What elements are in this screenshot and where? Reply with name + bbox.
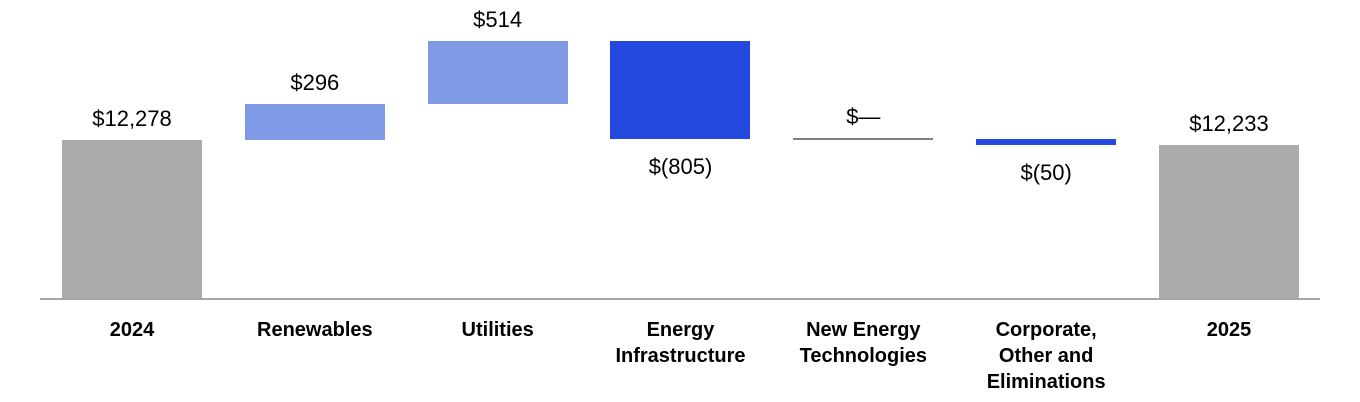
category-label-line: Utilities	[461, 319, 534, 341]
bar-2024	[62, 140, 202, 298]
category-label-line: Renewables	[257, 319, 373, 341]
bar-corporate-other-and-eliminations	[976, 139, 1116, 145]
value-label-corporate-other-and-eliminations: $(50)	[1020, 160, 1072, 185]
value-label-2024: $12,278	[92, 106, 172, 131]
category-label-2024: 2024	[41, 317, 224, 343]
value-label-energy-infrastructure: $(805)	[648, 154, 713, 179]
category-label-line: 2024	[109, 319, 155, 341]
x-axis-line	[40, 298, 1320, 300]
bar-utilities	[428, 41, 568, 104]
category-label-line: Technologies	[799, 345, 928, 367]
bar-2025	[1159, 145, 1299, 298]
value-label-new-energy-technologies: $—	[846, 104, 881, 129]
bar-energy-infrastructure	[610, 41, 750, 139]
category-label-line: Infrastructure	[615, 345, 746, 367]
category-label-line: New Energy	[806, 319, 921, 341]
category-label-line: 2025	[1206, 319, 1252, 341]
category-label-line: Corporate,	[995, 319, 1097, 341]
value-label-2025: $12,233	[1189, 111, 1269, 136]
category-label-energy-infrastructure: Energy Infrastructure	[589, 317, 772, 369]
value-label-utilities: $514	[473, 7, 523, 32]
category-label-new-energy-technologies: New Energy Technologies	[772, 317, 955, 369]
zero-marker-new-energy-technologies	[793, 138, 933, 140]
category-label-line: Other and	[998, 345, 1094, 367]
category-label-corporate-other-and-eliminations: Corporate, Other and Eliminations	[955, 317, 1138, 395]
category-label-line: Eliminations	[986, 371, 1106, 393]
bar-renewables	[245, 104, 385, 140]
category-label-utilities: Utilities	[406, 317, 589, 343]
value-label-renewables: $296	[290, 70, 340, 95]
category-label-line: Energy	[646, 319, 715, 341]
category-label-renewables: Renewables	[223, 317, 406, 343]
category-label-2025: 2025	[1137, 317, 1320, 343]
